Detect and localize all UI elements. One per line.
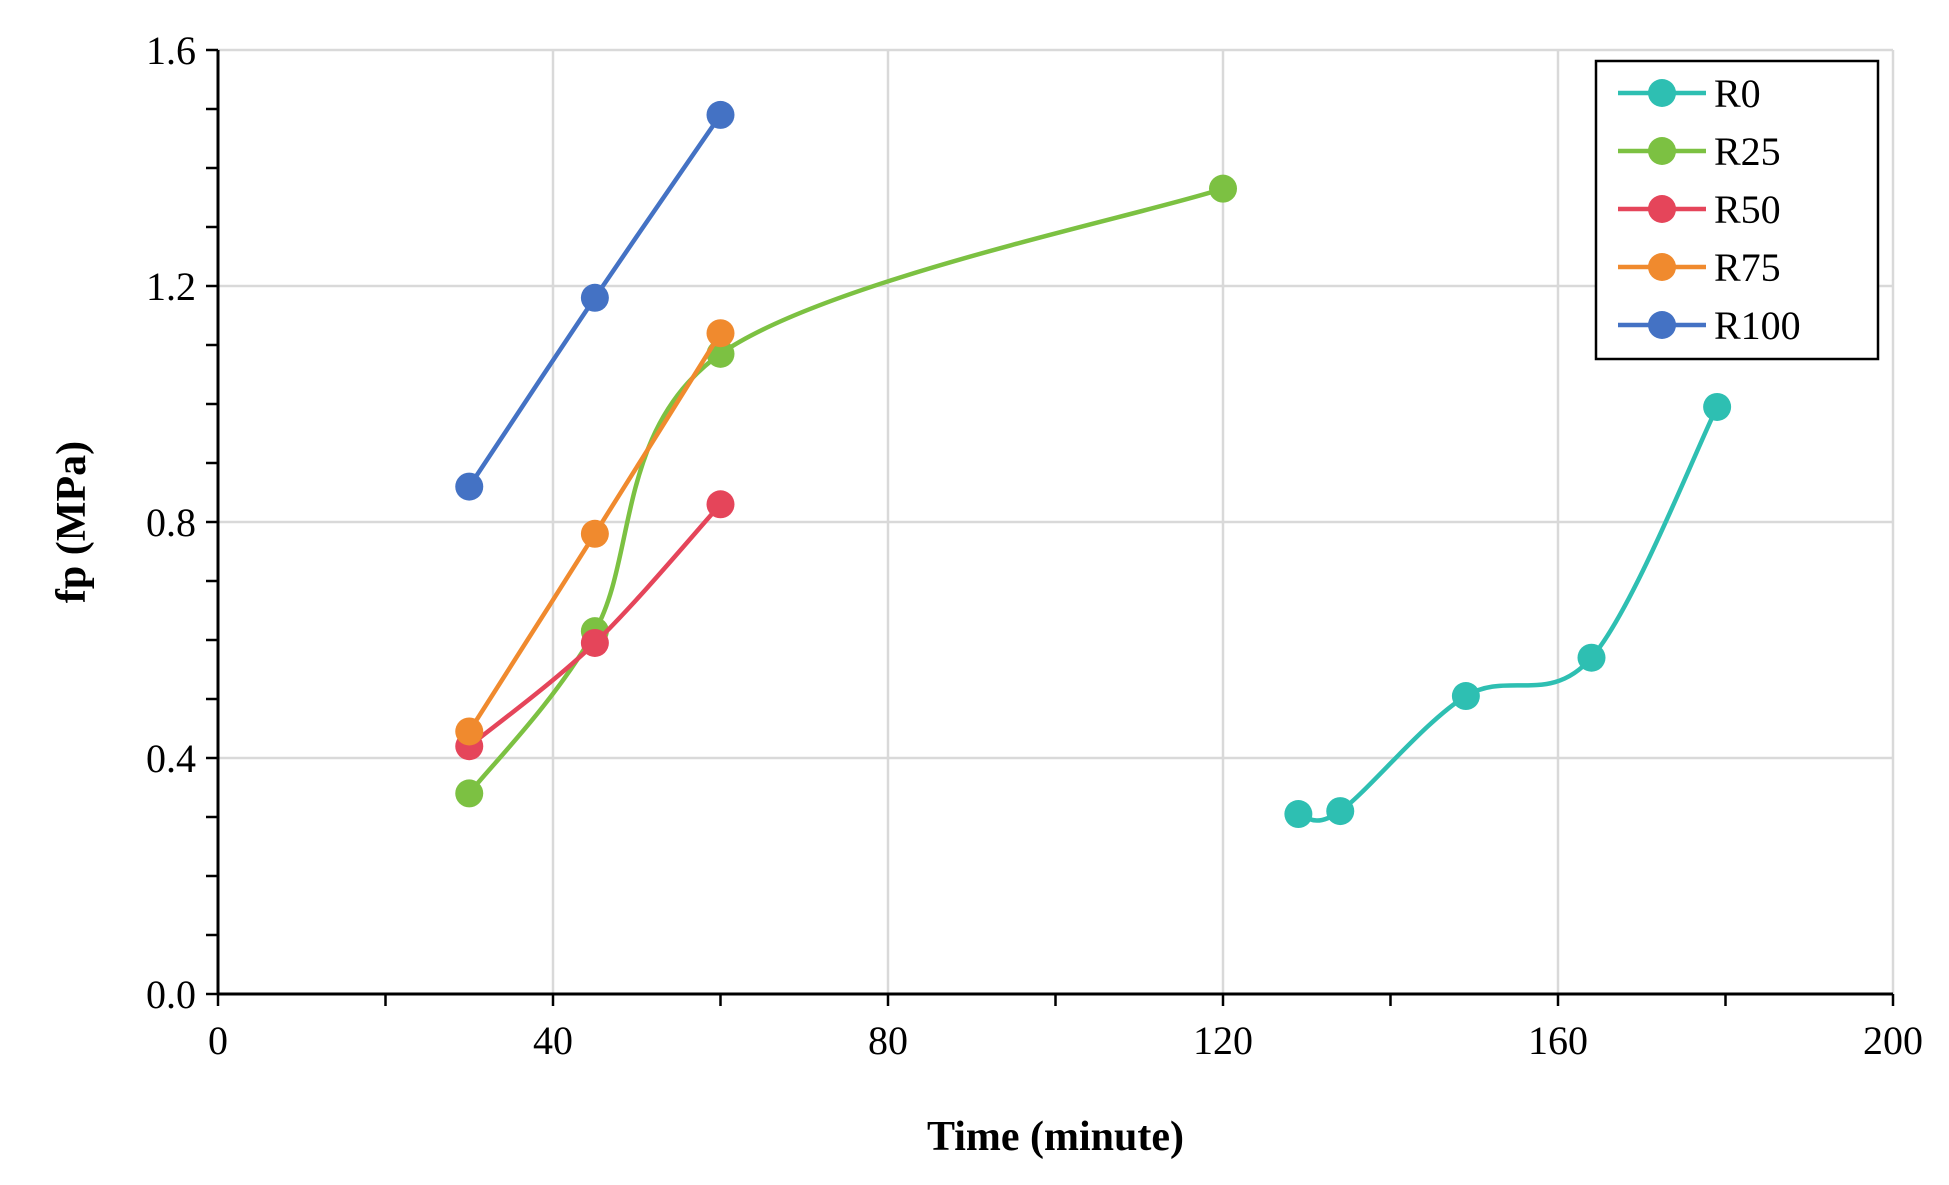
data-point-r75 — [706, 319, 735, 348]
series-line-r25 — [467, 186, 1226, 796]
y-tick-label: 0.8 — [146, 500, 196, 545]
series-r100 — [455, 100, 735, 501]
legend-item-r75: R75 — [1618, 245, 1781, 290]
legend: R0 R25 R50 R75 R100 — [1594, 59, 1880, 361]
x-axis-title: Time (minute) — [927, 1114, 1184, 1160]
data-point-r0 — [1284, 800, 1313, 829]
legend-item-r100: R100 — [1618, 303, 1801, 348]
data-point-r0 — [1703, 392, 1732, 421]
x-tick-label: 160 — [1528, 1018, 1588, 1063]
x-tick-label: 200 — [1863, 1018, 1923, 1063]
legend-label-r0: R0 — [1714, 71, 1761, 116]
tick-marks — [206, 48, 1895, 1006]
data-point-r75 — [580, 519, 609, 548]
y-tick-label: 0.4 — [146, 736, 196, 781]
legend-label-r75: R75 — [1714, 245, 1781, 290]
data-point-r25 — [455, 779, 484, 808]
legend-item-r0: R0 — [1618, 71, 1761, 116]
x-tick-label: 0 — [208, 1018, 228, 1063]
data-point-r100 — [706, 100, 735, 129]
data-point-r0 — [1451, 682, 1480, 711]
legend-marker-r0 — [1648, 79, 1676, 107]
y-tick-label: 1.2 — [146, 264, 196, 309]
series-r0 — [1284, 392, 1732, 829]
data-point-r100 — [455, 472, 484, 501]
x-tick-label: 40 — [533, 1018, 573, 1063]
y-tick-label: 0.0 — [146, 972, 196, 1017]
legend-marker-r25 — [1648, 137, 1676, 165]
series — [455, 100, 1732, 829]
y-tick-label: 1.6 — [146, 28, 196, 73]
data-point-r75 — [455, 717, 484, 746]
legend-item-r25: R25 — [1618, 129, 1781, 174]
x-tick-label: 120 — [1193, 1018, 1253, 1063]
series-r75 — [455, 319, 735, 746]
legend-marker-r50 — [1648, 195, 1676, 223]
data-point-r50 — [580, 628, 609, 657]
legend-marker-r100 — [1648, 311, 1676, 339]
legend-label-r100: R100 — [1714, 303, 1801, 348]
x-tick-label: 80 — [868, 1018, 908, 1063]
data-point-r0 — [1326, 797, 1355, 826]
legend-label-r50: R50 — [1714, 187, 1781, 232]
legend-item-r50: R50 — [1618, 187, 1781, 232]
y-axis-title: fp (MPa) — [49, 441, 95, 603]
data-point-r50 — [706, 490, 735, 519]
tick-labels: 0 40 80 120 160 200 0.0 0.4 0.8 1.2 1.6 — [146, 28, 1923, 1063]
data-point-r0 — [1577, 643, 1606, 672]
series-r25 — [455, 174, 1237, 808]
data-point-r100 — [580, 283, 609, 312]
data-point-r25 — [1209, 174, 1237, 203]
legend-marker-r75 — [1648, 253, 1676, 281]
legend-label-r25: R25 — [1714, 129, 1781, 174]
